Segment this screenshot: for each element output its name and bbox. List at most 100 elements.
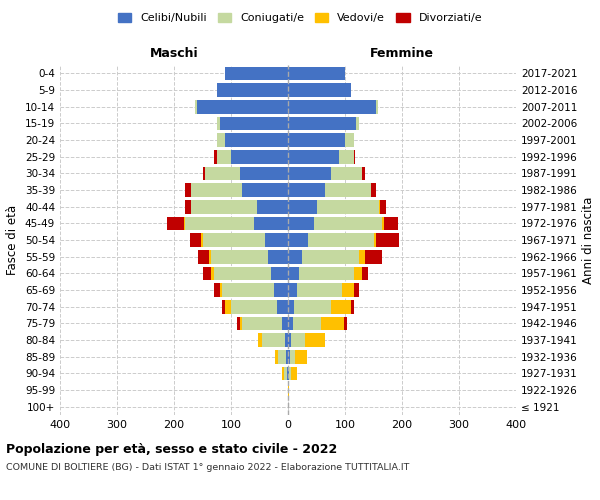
Bar bbox=[353, 150, 355, 164]
Bar bbox=[223, 300, 226, 314]
Bar bbox=[198, 250, 209, 264]
Bar bbox=[288, 233, 308, 247]
Bar bbox=[220, 283, 223, 297]
Bar bbox=[231, 150, 288, 164]
Bar bbox=[285, 333, 288, 347]
Bar bbox=[288, 183, 325, 197]
Bar bbox=[203, 166, 205, 180]
Bar bbox=[203, 266, 211, 280]
Bar bbox=[290, 350, 295, 364]
Text: Popolazione per età, sesso e stato civile - 2022: Popolazione per età, sesso e stato civil… bbox=[6, 442, 337, 456]
Bar bbox=[288, 133, 345, 147]
Text: COMUNE DI BOLTIERE (BG) - Dati ISTAT 1° gennaio 2022 - Elaborazione TUTTITALIA.I: COMUNE DI BOLTIERE (BG) - Dati ISTAT 1° … bbox=[6, 462, 409, 471]
Bar bbox=[288, 383, 289, 397]
Bar bbox=[362, 266, 368, 280]
Bar bbox=[291, 366, 296, 380]
Bar bbox=[262, 333, 285, 347]
Bar bbox=[342, 283, 353, 297]
Bar bbox=[274, 283, 288, 297]
Bar bbox=[288, 266, 299, 280]
Bar bbox=[317, 200, 379, 213]
Bar bbox=[220, 116, 288, 130]
Bar bbox=[257, 200, 288, 213]
Bar bbox=[209, 250, 211, 264]
Bar bbox=[288, 66, 345, 80]
Bar bbox=[325, 183, 371, 197]
Bar bbox=[275, 350, 278, 364]
Bar bbox=[365, 250, 382, 264]
Y-axis label: Anni di nascita: Anni di nascita bbox=[582, 196, 595, 284]
Bar bbox=[294, 300, 331, 314]
Bar bbox=[288, 316, 293, 330]
Text: Femmine: Femmine bbox=[370, 47, 434, 60]
Bar bbox=[371, 183, 376, 197]
Bar bbox=[277, 300, 288, 314]
Bar bbox=[331, 166, 362, 180]
Bar bbox=[185, 216, 254, 230]
Bar bbox=[190, 233, 202, 247]
Bar bbox=[350, 300, 353, 314]
Bar bbox=[265, 233, 288, 247]
Bar bbox=[211, 266, 214, 280]
Bar bbox=[288, 366, 289, 380]
Bar bbox=[223, 283, 274, 297]
Bar bbox=[258, 333, 262, 347]
Bar bbox=[211, 250, 268, 264]
Bar bbox=[185, 183, 191, 197]
Bar bbox=[191, 200, 257, 213]
Bar bbox=[308, 233, 373, 247]
Bar bbox=[202, 233, 203, 247]
Bar bbox=[237, 316, 239, 330]
Bar bbox=[242, 316, 283, 330]
Bar bbox=[356, 116, 359, 130]
Bar bbox=[376, 100, 378, 114]
Bar bbox=[287, 366, 288, 380]
Bar bbox=[217, 116, 220, 130]
Bar bbox=[184, 216, 185, 230]
Bar bbox=[382, 216, 384, 230]
Bar bbox=[288, 100, 376, 114]
Bar bbox=[239, 316, 242, 330]
Bar bbox=[226, 300, 231, 314]
Bar bbox=[380, 200, 386, 213]
Bar bbox=[288, 350, 290, 364]
Bar bbox=[302, 250, 359, 264]
Bar bbox=[271, 266, 288, 280]
Bar bbox=[288, 333, 291, 347]
Bar bbox=[284, 366, 287, 380]
Bar bbox=[379, 200, 380, 213]
Bar bbox=[214, 266, 271, 280]
Bar bbox=[344, 316, 347, 330]
Bar bbox=[373, 233, 376, 247]
Bar bbox=[226, 133, 288, 147]
Bar bbox=[205, 166, 239, 180]
Y-axis label: Fasce di età: Fasce di età bbox=[7, 205, 19, 275]
Bar bbox=[353, 266, 362, 280]
Bar bbox=[283, 366, 284, 380]
Bar bbox=[289, 366, 291, 380]
Bar bbox=[362, 166, 365, 180]
Bar bbox=[202, 233, 265, 247]
Text: Maschi: Maschi bbox=[149, 47, 199, 60]
Bar bbox=[288, 216, 314, 230]
Bar bbox=[254, 216, 288, 230]
Bar bbox=[321, 316, 344, 330]
Bar bbox=[268, 250, 288, 264]
Bar bbox=[299, 266, 353, 280]
Bar bbox=[167, 216, 184, 230]
Legend: Celibi/Nubili, Coniugati/e, Vedovi/e, Divorziati/e: Celibi/Nubili, Coniugati/e, Vedovi/e, Di… bbox=[113, 8, 487, 28]
Bar bbox=[242, 183, 288, 197]
Bar bbox=[195, 100, 197, 114]
Bar bbox=[197, 100, 288, 114]
Bar bbox=[288, 83, 350, 97]
Bar bbox=[217, 83, 288, 97]
Bar bbox=[314, 216, 382, 230]
Bar bbox=[288, 250, 302, 264]
Bar bbox=[295, 350, 307, 364]
Bar bbox=[288, 200, 317, 213]
Bar bbox=[331, 300, 350, 314]
Bar bbox=[345, 133, 353, 147]
Bar bbox=[376, 233, 399, 247]
Bar bbox=[278, 350, 286, 364]
Bar bbox=[217, 133, 226, 147]
